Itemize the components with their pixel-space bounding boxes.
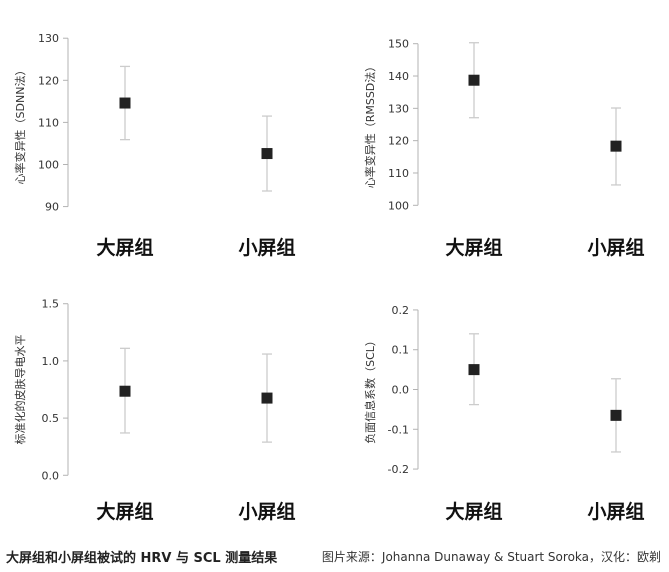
y-tick-label: 130 [388,102,409,115]
y-axis-label: 标准化的皮肤导电水平 [13,335,27,445]
y-tick-label: 130 [38,32,59,45]
category-label: 大屏组 [445,236,502,259]
y-tick-label: 90 [45,201,59,214]
y-tick-label: 0.0 [42,469,60,482]
chart-panel-1: 90 100 110 120 130 心率变异性（SDNN法） 大屏组 小屏组 [13,32,296,259]
y-tick-label: 0.2 [392,304,410,317]
chart-panel-4: -0.2 -0.1 0.0 0.1 0.2 负面信息系数（SCL） 大屏组 小屏组 [363,304,645,523]
y-tick-label: -0.1 [388,423,409,436]
category-label: 小屏组 [238,500,295,523]
y-tick-label: 150 [388,38,409,51]
y-tick-label: 110 [388,167,409,180]
y-tick-label: 100 [38,158,59,171]
y-axis-label: 心率变异性（SDNN法） [13,65,27,185]
category-label: 小屏组 [587,500,644,523]
chart-panel-2: 100 110 120 130 140 150 心率变异性（RMSSD法） 大屏组 小屏组 [363,38,645,259]
y-tick-label: 110 [38,116,59,129]
y-tick-label: 100 [388,199,409,212]
y-tick-label: 120 [38,74,59,87]
image-credit: 图片来源：Johanna Dunaway & Stuart Soroka，汉化：… [321,550,661,564]
data-point-marker [261,148,273,160]
y-tick-label: 0.1 [392,344,410,357]
data-point-marker [468,74,480,86]
data-point-marker [610,140,622,152]
y-tick-label: 0.5 [42,412,60,425]
y-tick-label: 120 [388,135,409,148]
data-point-marker [468,364,480,376]
y-tick-label: 140 [388,70,409,83]
y-axis-label: 负面信息系数（SCL） [363,335,377,444]
data-point-marker [119,385,131,397]
data-point-marker [119,97,131,109]
figure-caption: 大屏组和小屏组被试的 HRV 与 SCL 测量结果 [6,551,278,566]
data-point-marker [610,409,622,421]
y-tick-label: -0.2 [388,463,409,476]
category-label: 大屏组 [445,500,502,523]
data-point-marker [261,392,273,404]
y-axis-label: 心率变异性（RMSSD法） [363,61,377,189]
category-label: 小屏组 [587,236,644,259]
category-label: 小屏组 [238,236,295,259]
category-label: 大屏组 [96,500,153,523]
y-tick-label: 1.0 [42,355,60,368]
y-tick-label: 0.0 [392,384,410,397]
y-tick-label: 1.5 [42,298,60,311]
category-label: 大屏组 [96,236,153,259]
